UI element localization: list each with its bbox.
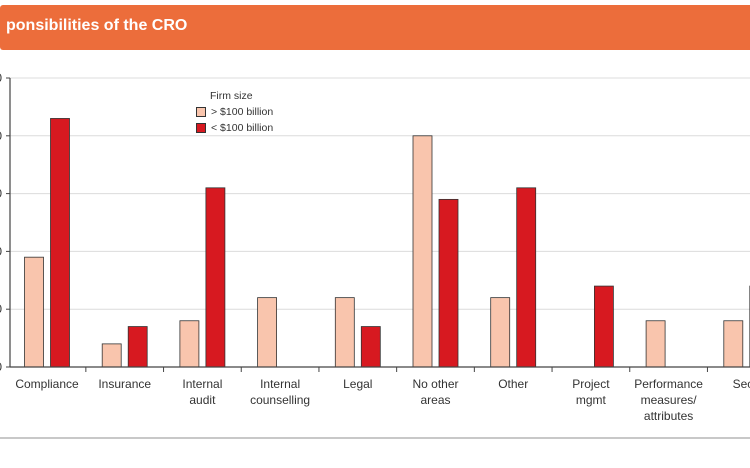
- x-tick-label: Other: [498, 377, 528, 391]
- bar-large: [25, 257, 44, 367]
- bar-large: [491, 298, 510, 367]
- bar-small: [361, 327, 380, 367]
- x-tick-label: mgmt: [576, 393, 607, 407]
- bar-large: [258, 298, 277, 367]
- y-tick-label: 0: [0, 244, 2, 258]
- bar-small: [439, 199, 458, 367]
- bar-large: [413, 136, 432, 367]
- bar-small: [517, 188, 536, 367]
- x-tick-label: Secu: [733, 377, 750, 391]
- bar-small: [594, 286, 613, 367]
- x-tick-label: Project: [572, 377, 610, 391]
- bar-small: [128, 327, 147, 367]
- x-tick-label: Internal: [260, 377, 300, 391]
- bar-large: [102, 344, 121, 367]
- x-tick-label: No other: [412, 377, 458, 391]
- bar-large: [646, 321, 665, 367]
- bottom-rule: [0, 437, 750, 439]
- bar-small: [51, 118, 70, 367]
- legend-title: Firm size: [196, 88, 273, 104]
- x-tick-label: measures/: [641, 393, 698, 407]
- x-tick-label: Performance: [634, 377, 703, 391]
- x-tick-label: audit: [189, 393, 216, 407]
- y-tick-label: 0: [0, 129, 2, 143]
- x-tick-label: counselling: [250, 393, 310, 407]
- bar-large: [180, 321, 199, 367]
- x-tick-label: attributes: [644, 409, 693, 423]
- y-tick-label: 0: [0, 187, 2, 201]
- x-tick-label: Internal: [182, 377, 222, 391]
- bar-small: [206, 188, 225, 367]
- bar-large: [724, 321, 743, 367]
- legend-swatch-large: [196, 107, 206, 117]
- bar-large: [335, 298, 354, 367]
- y-tick-label: 0: [0, 360, 2, 374]
- x-tick-label: Insurance: [98, 377, 151, 391]
- x-tick-label: Compliance: [15, 377, 79, 391]
- legend-label-small: < $100 billion: [211, 120, 273, 136]
- legend-entry-small: < $100 billion: [196, 120, 273, 136]
- legend: Firm size > $100 billion < $100 billion: [196, 88, 273, 136]
- legend-entry-large: > $100 billion: [196, 104, 273, 120]
- x-tick-label: areas: [420, 393, 450, 407]
- legend-label-large: > $100 billion: [211, 104, 273, 120]
- x-tick-label: Legal: [343, 377, 372, 391]
- y-tick-label: 0: [0, 71, 2, 85]
- y-tick-label: 0: [0, 302, 2, 316]
- legend-swatch-small: [196, 123, 206, 133]
